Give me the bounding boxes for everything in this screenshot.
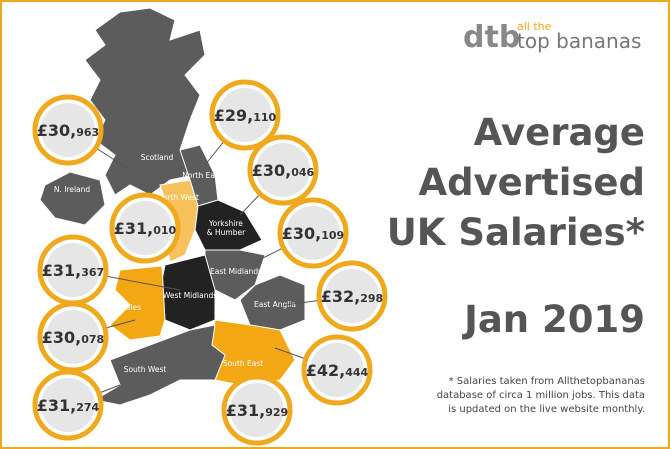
region-name-part: Yorkshire: [208, 219, 243, 228]
salary-minor: 298: [360, 292, 383, 305]
region-name: East Anglia: [254, 300, 296, 309]
salary-minor: 046: [291, 166, 314, 179]
salary-major: £30,: [42, 328, 81, 347]
region: [239, 274, 306, 331]
salary-minor: 367: [81, 266, 104, 279]
salary: £30,046: [252, 161, 315, 180]
salary: £29,110: [214, 106, 277, 125]
salary-minor: 078: [81, 333, 104, 346]
logo-mark: dtb: [463, 20, 520, 55]
salary-major: £30,: [252, 161, 291, 180]
footnote: is updated on the live website monthly.: [448, 404, 645, 415]
salary-minor: 010: [153, 224, 176, 237]
region-name: N. Ireland: [54, 185, 91, 194]
salary-disc: [325, 269, 379, 323]
salary-major: £31,: [37, 396, 76, 415]
salary-disc: [310, 343, 364, 397]
region-name-part: & Humber: [207, 228, 246, 237]
salary-disc: [218, 88, 272, 142]
salary-minor: 109: [321, 229, 344, 242]
salary-disc: [230, 383, 284, 437]
salary-minor: 110: [253, 111, 276, 124]
region-name: Yorkshire & Humber: [207, 219, 246, 237]
salary-major: £29,: [214, 106, 253, 125]
salary-minor: 444: [345, 366, 368, 379]
salary-disc: [286, 206, 340, 260]
salary-minor: 963: [76, 126, 99, 139]
salary-disc: [118, 201, 172, 255]
salary-major: £31,: [42, 261, 81, 280]
salary-major: £30,: [37, 121, 76, 140]
title-line: Average: [474, 111, 645, 154]
salary-disc: [46, 310, 100, 364]
title-line: UK Salaries*: [387, 211, 645, 254]
salary: £30,109: [282, 224, 344, 243]
salary: £31,274: [37, 396, 100, 415]
region-name: South West: [124, 365, 167, 374]
logo-line2: top bananas: [517, 29, 641, 53]
title-line: Advertised: [418, 161, 645, 204]
salary-minor: 929: [265, 406, 288, 419]
region-name: North West: [157, 193, 199, 202]
region-name: East Midlands: [210, 267, 262, 276]
date: Jan 2019: [461, 298, 645, 341]
salary: £31,367: [42, 261, 104, 280]
logo: dtb all the top bananas: [463, 20, 641, 55]
region: [39, 171, 106, 226]
region-name: North East: [182, 171, 222, 180]
region-name: West Midlands: [163, 291, 217, 300]
salary-disc: [41, 103, 95, 157]
salary-major: £30,: [282, 224, 321, 243]
salary: £32,298: [321, 287, 383, 306]
salary: £42,444: [306, 361, 369, 380]
salary-major: £32,: [321, 287, 360, 306]
salary-disc: [46, 243, 100, 297]
salary: £31,929: [226, 401, 288, 420]
salary-disc: [41, 378, 95, 432]
salary: £30,963: [37, 121, 99, 140]
region-name: South East: [223, 359, 263, 368]
footnote: * Salaries taken from Allthetopbananas: [449, 376, 645, 387]
logo-line1: all the: [517, 20, 552, 33]
salary-disc: [256, 143, 310, 197]
salary-major: £42,: [306, 361, 345, 380]
salary-major: £31,: [226, 401, 265, 420]
salary-major: £31,: [114, 219, 153, 238]
region-name: Wales: [119, 303, 141, 312]
salary-circles: £30,963£29,110£31,010£30,046£30,109£31,3…: [32, 79, 388, 446]
salary: £30,078: [42, 328, 104, 347]
region-name: Scotland: [141, 153, 174, 162]
region: [194, 199, 263, 251]
salary: £31,010: [114, 219, 177, 238]
footnote: database of circa 1 million jobs. This d…: [437, 390, 645, 401]
salary-minor: 274: [76, 401, 99, 414]
